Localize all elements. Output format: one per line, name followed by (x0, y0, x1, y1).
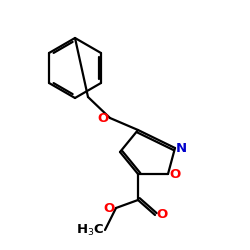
Text: O: O (98, 112, 109, 124)
Text: H$_3$C: H$_3$C (76, 222, 104, 238)
Text: O: O (169, 168, 180, 180)
Text: N: N (176, 142, 187, 154)
Text: O: O (104, 202, 115, 214)
Text: O: O (156, 208, 167, 222)
